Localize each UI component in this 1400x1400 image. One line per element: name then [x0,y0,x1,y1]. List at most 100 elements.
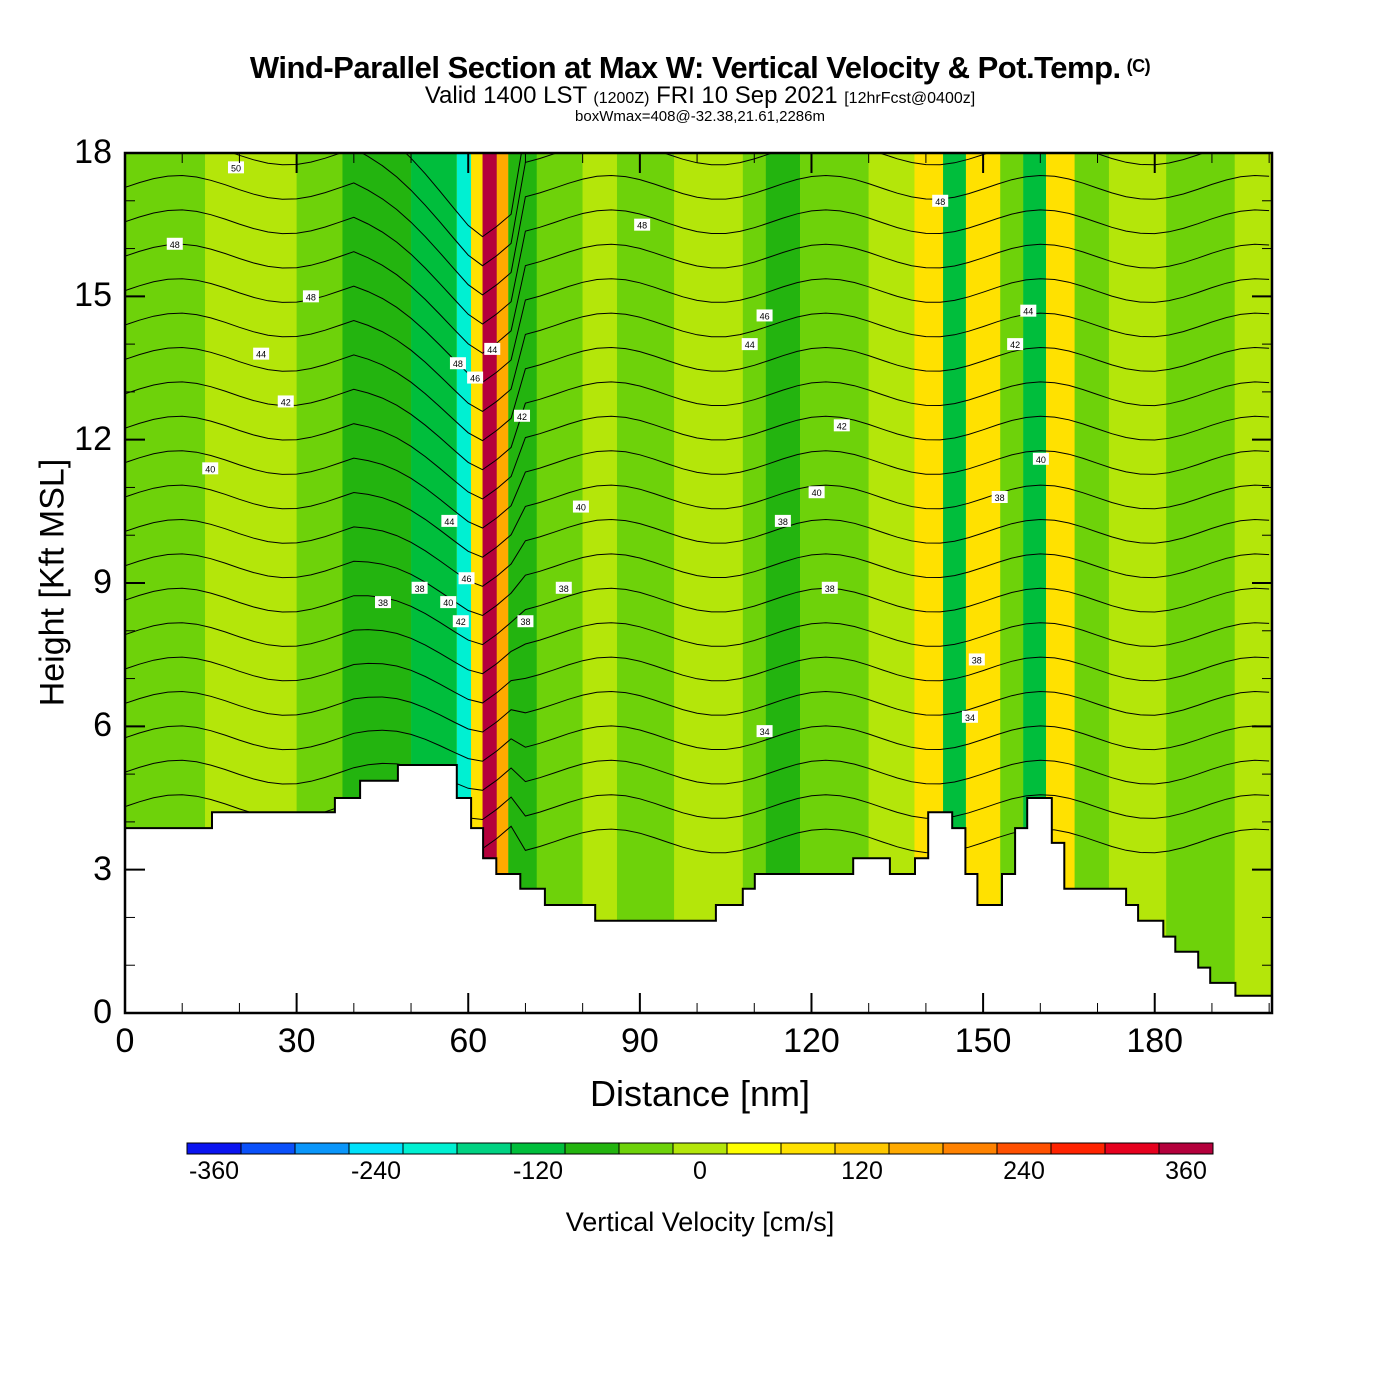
contour-label-text: 46 [760,311,770,321]
contour-label-text: 40 [443,598,453,608]
contour-label: 46 [467,371,484,384]
contour-label: 40 [808,486,825,499]
contour-label: 40 [572,500,589,513]
contour-label: 34 [961,710,978,723]
colorbar-tick-label: 0 [693,1157,707,1185]
velocity-band [508,153,537,1013]
isentrope-line [125,415,1270,500]
colorbar-swatch [942,1142,998,1155]
contour-label: 42 [833,419,850,432]
contour-label-text: 44 [745,340,755,350]
x-tick-label: 120 [783,1022,840,1060]
y-axis-label: Height [Kft MSL] [33,458,72,707]
contour-label-text: 42 [281,397,291,407]
copyright-mark: (C) [1126,56,1151,76]
isentrope-line [125,450,1270,529]
contour-label: 44 [441,514,458,527]
colorbar-swatch [456,1142,512,1155]
contour-label-text: 42 [1010,340,1020,350]
isentrope-line [125,174,1270,296]
contour-label: 48 [302,290,319,303]
colorbar-swatch [780,1142,836,1155]
y-tick-label: 9 [93,563,112,601]
colorbar-swatch [726,1142,782,1155]
x-axis-label: Distance [nm] [589,1073,811,1114]
velocity-band [496,153,509,1013]
colorbar-swatch [996,1142,1052,1155]
contour-label: 38 [555,581,572,594]
contour-label-text: 44 [487,345,497,355]
contour-label-text: 38 [972,655,982,665]
contour-label-text: 48 [306,292,316,302]
contour-label-text: 40 [576,503,586,513]
colorbar-tick-label: -120 [512,1157,564,1185]
x-tick-label: 30 [277,1022,316,1060]
valid-time: Valid 1400 LST (1200Z) FRI 10 Sep 2021 [… [0,82,1400,110]
contour-label: 38 [991,491,1008,503]
velocity-band [471,153,483,1013]
contour-label-text: 38 [995,493,1005,503]
y-tick-label: 6 [93,706,112,745]
theta-contours [125,153,1270,854]
colorbar-swatch [1050,1142,1106,1155]
chart-title-text: Wind-Parallel Section at Max W: Vertical… [249,50,1121,85]
subtitle: boxWmax=408@-32.38,21.61,2286m [575,108,825,125]
contour-label: 44 [741,338,758,351]
x-tick-label: 150 [954,1022,1012,1060]
contour-label-text: 38 [520,617,530,627]
velocity-band [616,153,675,1013]
colorbar-swatch [240,1142,296,1155]
contour-label: 40 [440,596,457,609]
colorbar-swatch [672,1142,728,1155]
contour-label-text: 40 [812,488,822,498]
contour-label-text: 44 [256,350,266,360]
isentrope-line [125,243,1270,354]
y-tick-label: 0 [93,993,112,1031]
velocity-band [1166,153,1235,1013]
colorbar-swatch [402,1142,458,1155]
isentrope-line [125,622,1270,675]
velocity-band [674,153,743,1013]
contour-label-text: 38 [825,584,835,594]
contour-label: 44 [1020,304,1037,317]
isentrope-line [125,656,1270,704]
velocity-band [1108,153,1167,1013]
contour-label-text: 42 [517,412,527,422]
velocity-band [582,153,617,1013]
x-tick-label: 60 [449,1022,488,1060]
contour-label: 38 [517,615,534,628]
contour-label-text: 48 [637,221,647,231]
x-tick-label: 180 [1126,1022,1184,1060]
colorbar-swatch [618,1142,674,1155]
contour-label-text: 46 [470,374,480,384]
contour-label-text: 48 [453,359,463,369]
velocity-band [1074,153,1109,1013]
contour-label: 40 [1032,452,1049,465]
axis-ticks [124,152,1272,1014]
colorbar-swatch [564,1142,620,1155]
terrain-mask [124,764,1273,1014]
colorbar-tick-label: 360 [1165,1157,1207,1185]
isentrope-line [125,587,1270,646]
x-tick-label: 90 [620,1022,659,1060]
colorbar-tick-label: 120 [841,1157,883,1185]
contour-label: 46 [756,309,773,322]
colorbar-swatch [294,1142,350,1155]
contour-label: 42 [514,409,531,422]
colorbar-label: Vertical Velocity [cm/s] [565,1207,835,1237]
contour-label-text: 44 [444,517,454,527]
contour-label: 38 [968,653,985,666]
contour-label-text: 48 [170,240,180,250]
contour-label-text: 42 [456,617,466,627]
colorbar-swatch [1104,1142,1160,1155]
contour-label: 42 [1007,338,1024,351]
contour-label: 38 [774,514,791,527]
isentrope-line [125,346,1270,442]
contour-label-text: 34 [965,713,975,723]
valid-utc: (1200Z) [593,90,650,107]
colorbar-tick-label: -360 [188,1157,240,1185]
contour-label: 44 [253,347,270,360]
x-tick-label: 0 [115,1022,135,1060]
